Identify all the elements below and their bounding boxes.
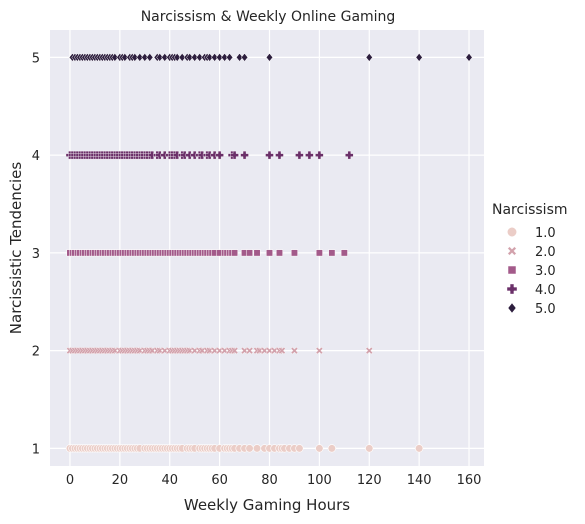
legend-label: 4.0	[535, 283, 556, 298]
data-point	[265, 150, 274, 160]
y-tick-label: 1	[32, 442, 40, 457]
data-point	[265, 52, 274, 62]
legend-marker	[507, 302, 517, 314]
data-point	[315, 346, 324, 355]
data-point	[230, 346, 239, 355]
data-point	[191, 52, 199, 62]
legend-marker	[506, 283, 518, 295]
data-point	[236, 52, 244, 62]
data-point	[305, 150, 314, 160]
data-point	[215, 150, 224, 160]
data-point	[231, 249, 239, 257]
data-point	[295, 444, 304, 453]
legend-title: Narcissism	[492, 202, 568, 218]
x-axis-label: Weekly Gaming Hours	[184, 496, 350, 514]
data-point	[290, 249, 298, 257]
x-tick-label: 20	[112, 473, 129, 488]
x-axis-ticks: 0 20 40 60 80 100 120 140 160	[66, 473, 482, 488]
data-point	[245, 444, 254, 453]
chart-title: Narcissism & Weekly Online Gaming	[141, 9, 396, 25]
data-point	[226, 52, 234, 62]
data-point	[173, 52, 181, 62]
x-tick-label: 60	[211, 473, 228, 488]
data-point	[315, 249, 323, 257]
x-tick-label: 100	[307, 473, 332, 488]
x-tick-label: 0	[66, 473, 74, 488]
legend-label: 5.0	[535, 302, 556, 317]
legend-marker	[507, 265, 517, 275]
series-2.0	[66, 346, 373, 355]
data-point	[252, 444, 262, 453]
data-point	[275, 150, 284, 160]
legend-label: 2.0	[535, 245, 556, 260]
data-point	[230, 150, 239, 160]
data-point	[186, 52, 194, 62]
series-3.0	[66, 249, 348, 257]
x-tick-label: 40	[161, 473, 178, 488]
legend-label: 3.0	[535, 264, 556, 279]
data-point	[315, 150, 324, 160]
y-axis-ticks: 1 2 3 4 5	[32, 51, 40, 457]
legend-marker	[506, 226, 518, 238]
y-tick-label: 4	[32, 149, 40, 164]
data-point	[465, 52, 473, 62]
data-point	[315, 444, 324, 453]
legend-label: 1.0	[535, 226, 556, 241]
x-tick-label: 120	[357, 473, 382, 488]
x-tick-label: 140	[407, 473, 432, 488]
y-tick-label: 5	[32, 51, 40, 66]
data-point	[415, 52, 423, 62]
data-point	[365, 346, 373, 355]
data-point	[111, 52, 119, 62]
data-point	[136, 52, 144, 62]
data-point	[121, 52, 129, 62]
data-point	[178, 52, 186, 62]
data-point	[246, 249, 253, 257]
data-point	[345, 150, 354, 160]
data-point	[278, 346, 286, 355]
data-point	[340, 249, 348, 257]
series-4.0	[65, 150, 354, 160]
data-point	[365, 52, 373, 62]
data-point	[156, 52, 164, 62]
data-point	[141, 52, 149, 62]
data-point	[206, 52, 214, 62]
y-axis-label: Narcissistic Tendencies	[7, 162, 25, 335]
data-point	[415, 444, 424, 453]
data-point	[240, 150, 249, 160]
data-point	[295, 150, 304, 160]
legend-marker	[507, 246, 517, 256]
plot-area	[50, 30, 484, 466]
data-point	[276, 249, 283, 257]
data-point	[211, 52, 219, 62]
data-points	[65, 52, 473, 453]
data-point	[365, 444, 374, 453]
data-point	[241, 52, 249, 62]
legend: Narcissism 1.0 2.0 3.0 4.0 5.0	[492, 202, 568, 317]
x-tick-label: 160	[457, 473, 482, 488]
data-point	[161, 52, 169, 62]
data-point	[146, 52, 154, 62]
data-point	[328, 249, 336, 257]
data-point	[253, 249, 261, 257]
data-point	[266, 249, 273, 257]
x-tick-label: 80	[261, 473, 278, 488]
y-tick-label: 3	[32, 247, 40, 262]
series-5.0	[68, 52, 473, 62]
data-point	[245, 346, 254, 355]
y-tick-label: 2	[32, 345, 40, 360]
data-point	[216, 52, 224, 62]
data-point	[327, 444, 336, 453]
data-point	[290, 346, 299, 355]
series-1.0	[65, 444, 424, 453]
data-point	[221, 52, 229, 62]
data-point	[196, 52, 204, 62]
data-point	[131, 52, 139, 62]
